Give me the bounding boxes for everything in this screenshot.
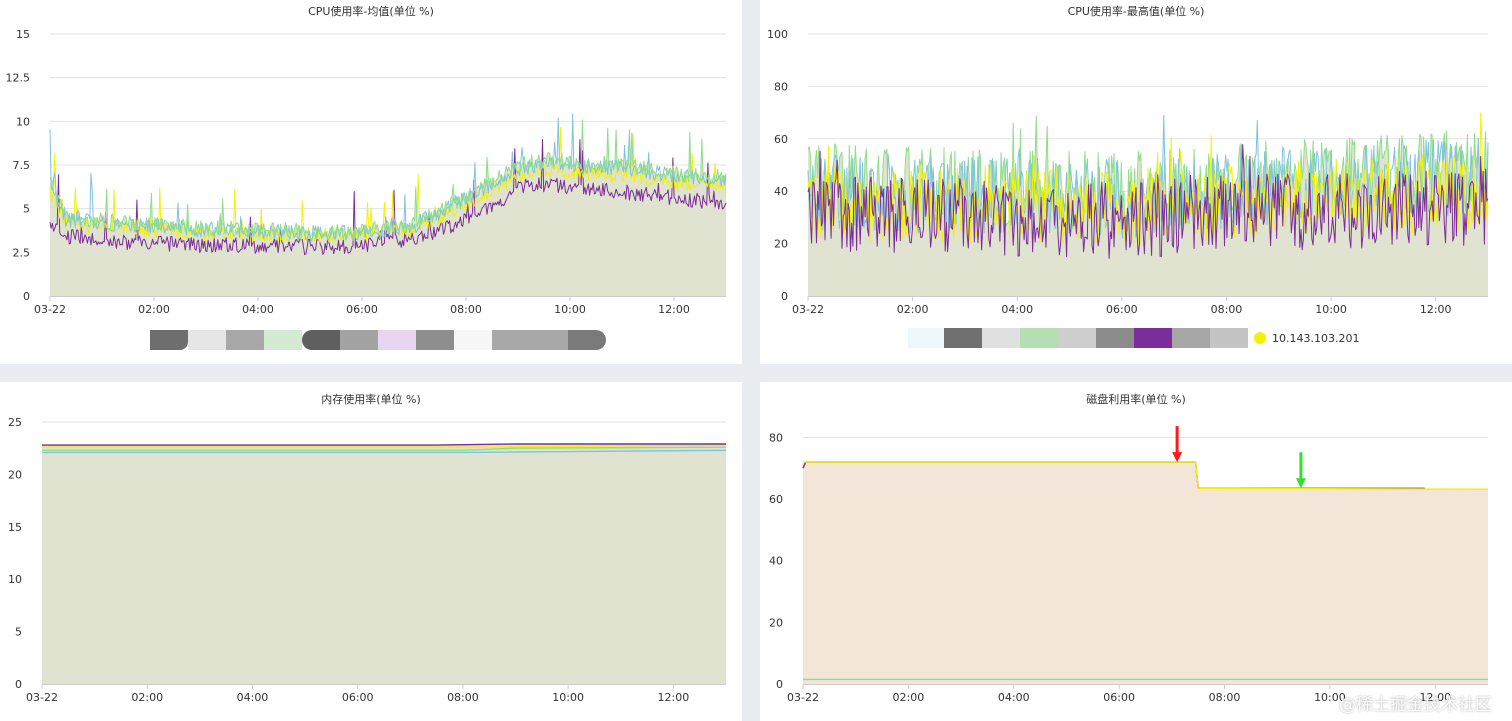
area-fill — [42, 444, 726, 684]
memory-panel: 内存使用率(单位 %) 0 5 10 15 20 25 03-22 02:00 04:00 06:… — [0, 382, 742, 721]
x-tick-label: 12:00 — [658, 303, 690, 316]
series-line-host-green[interactable] — [49, 119, 727, 240]
x-tick-label: 06:00 — [1103, 691, 1135, 704]
y-tick-label: 0 — [776, 678, 783, 691]
disk-chart[interactable]: 0 20 40 60 80 03-22 02:00 04:00 06:00 08:00 10:00 1… — [760, 382, 1512, 721]
y-tick-label: 25 — [8, 416, 22, 429]
watermark: @稀土掘金技术社区 — [1339, 695, 1492, 715]
legend-ip-text: 10.143.103.201 — [1272, 331, 1360, 345]
y-tick-label: 20 — [769, 616, 783, 629]
series-line-host-purple[interactable] — [807, 143, 1489, 259]
x-tick-label: 08:00 — [450, 303, 482, 316]
y-tick-label: 20 — [774, 238, 788, 251]
y-tick-label: 15 — [16, 28, 30, 41]
memory-chart[interactable]: 0 5 10 15 20 25 03-22 02:00 04:00 06:00 08:00 10:00… — [0, 382, 742, 721]
x-tick-label: 10:00 — [552, 691, 584, 704]
cpu-max-legend[interactable]: 10.143.103.201 — [908, 328, 1359, 348]
x-tick-label: 04:00 — [237, 691, 269, 704]
y-tick-label: 7.5 — [13, 159, 31, 172]
x-tick-label: 02:00 — [893, 691, 925, 704]
x-tick-label: 12:00 — [1419, 691, 1451, 704]
cpu-max-title: CPU使用率-最高值(单位 %) — [1067, 5, 1205, 18]
x-tick-label: 02:00 — [897, 303, 929, 316]
annotation-arrow — [1172, 426, 1183, 463]
area-fill — [803, 462, 1488, 684]
y-tick-label: 12.5 — [6, 72, 31, 85]
y-tick-label: 0 — [15, 678, 22, 691]
y-tick-label: 80 — [769, 431, 783, 444]
x-tick-label: 04:00 — [242, 303, 274, 316]
x-tick-label: 06:00 — [346, 303, 378, 316]
x-tick-label: 03-22 — [26, 691, 58, 704]
x-tick-label: 08:00 — [1211, 303, 1243, 316]
disk-panel: 磁盘利用率(单位 %) 0 20 40 60 80 03-22 02:00 04:00 06:0… — [760, 382, 1512, 721]
y-tick-label: 80 — [774, 80, 788, 93]
x-tick-label: 10:00 — [1315, 303, 1347, 316]
y-tick-label: 100 — [767, 28, 788, 41]
cpu-avg-title: CPU使用率-均值(单位 %) — [308, 5, 434, 18]
x-tick-label: 06:00 — [342, 691, 374, 704]
y-tick-label: 40 — [774, 185, 788, 198]
series-line-host-purple[interactable] — [42, 443, 726, 446]
series-line-host-yellow[interactable] — [807, 112, 1489, 247]
cpu-avg-panel: CPU使用率-均值(单位 %) 0 2.5 5 7.5 10 12.5 15 03-22 02:… — [0, 0, 742, 364]
x-tick-label: 10:00 — [554, 303, 586, 316]
x-tick-label: 06:00 — [1106, 303, 1138, 316]
x-tick-label: 03-22 — [792, 303, 824, 316]
memory-title: 内存使用率(单位 %) — [321, 393, 421, 406]
y-tick-label: 0 — [23, 290, 30, 303]
y-tick-label: 0 — [781, 290, 788, 303]
y-tick-label: 10 — [8, 573, 22, 586]
series-line-host-blue[interactable] — [42, 449, 727, 454]
annotation-arrow — [1295, 452, 1306, 489]
series-line-host-yellow[interactable] — [42, 444, 727, 448]
series-line-host-green[interactable] — [42, 446, 727, 452]
y-tick-label: 5 — [23, 203, 30, 216]
x-tick-label: 10:00 — [1314, 691, 1346, 704]
series-line-host-purple[interactable] — [49, 139, 727, 256]
x-tick-label: 03-22 — [787, 691, 819, 704]
cpu-avg-legend[interactable] — [150, 330, 606, 350]
y-tick-label: 20 — [8, 468, 22, 481]
x-tick-label: 12:00 — [1420, 303, 1452, 316]
y-tick-label: 40 — [769, 555, 783, 568]
x-tick-label: 02:00 — [131, 691, 163, 704]
x-tick-label: 04:00 — [998, 691, 1030, 704]
cpu-max-chart[interactable]: 0 20 40 60 80 100 03-22 02:00 04:00 06:00 08:00 10:… — [760, 0, 1512, 364]
y-tick-label: 60 — [774, 133, 788, 146]
x-tick-label: 03-22 — [34, 303, 66, 316]
y-tick-label: 5 — [15, 626, 22, 639]
disk-title: 磁盘利用率(单位 %) — [1086, 393, 1186, 406]
y-tick-label: 2.5 — [13, 246, 31, 259]
cpu-avg-chart[interactable]: 0 2.5 5 7.5 10 12.5 15 03-22 02:00 04:00 06:00 08:0… — [0, 0, 742, 364]
y-tick-label: 10 — [16, 115, 30, 128]
x-tick-label: 12:00 — [658, 691, 690, 704]
y-tick-label: 60 — [769, 493, 783, 506]
series-line-host-yellow[interactable] — [803, 461, 1489, 490]
x-tick-label: 04:00 — [1001, 303, 1033, 316]
cpu-max-panel: CPU使用率-最高值(单位 %) 0 20 40 60 80 100 03-22 02:00 0… — [760, 0, 1512, 364]
x-tick-label: 08:00 — [1209, 691, 1241, 704]
x-tick-label: 08:00 — [447, 691, 479, 704]
x-tick-label: 02:00 — [138, 303, 170, 316]
y-tick-label: 15 — [8, 521, 22, 534]
